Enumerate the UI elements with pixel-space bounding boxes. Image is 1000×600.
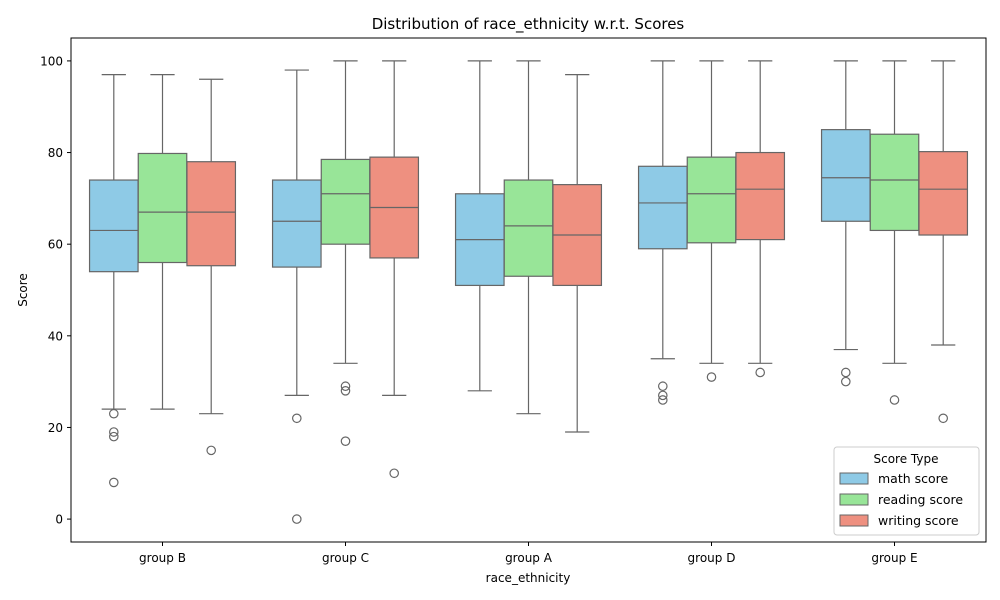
box-group-D (637, 60, 688, 405)
box-group-D (686, 60, 737, 382)
box-iqr (88, 179, 139, 273)
box-iqr (637, 165, 688, 250)
box-group-C (320, 60, 371, 446)
box-group-B (186, 78, 237, 456)
box-group-E (869, 60, 920, 405)
series-reading-score (137, 60, 920, 446)
series-writing-score (186, 60, 969, 479)
legend: Score Type math score reading score writin… (833, 446, 980, 536)
outlier-point (706, 372, 717, 382)
box-group-E (918, 60, 969, 424)
box-iqr (869, 133, 920, 232)
outlier-point (109, 408, 119, 419)
chart-title: Distribution of race_ethnicity w.r.t. Sc… (372, 15, 685, 34)
outlier-point (840, 376, 851, 387)
outlier-point (340, 381, 351, 392)
legend-title: Score Type (874, 452, 939, 466)
box-iqr (686, 156, 737, 244)
x-axis-label: race_ethnicity (486, 571, 571, 585)
box-group-A (552, 74, 603, 433)
x-tick-label: group E (871, 551, 917, 565)
legend-label: reading score (878, 492, 963, 507)
x-tick-label: group B (139, 551, 186, 565)
y-tick-label: 40 (48, 329, 63, 343)
box-group-B (88, 74, 139, 488)
box-iqr (820, 129, 871, 222)
y-axis: 0 20 40 60 80 100 (40, 54, 71, 527)
outlier-point (206, 445, 216, 456)
box-iqr (271, 179, 322, 268)
outlier-point (109, 431, 119, 442)
outlier-point (657, 395, 668, 405)
legend-swatch (839, 493, 869, 506)
legend-swatch (839, 472, 869, 485)
x-tick-label: group D (688, 551, 736, 565)
box-iqr (503, 179, 554, 277)
y-tick-label: 0 (55, 513, 63, 527)
box-group-D (735, 60, 786, 378)
x-tick-label: group C (322, 551, 369, 565)
outlier-point (657, 390, 668, 401)
box-iqr (320, 158, 371, 245)
outlier-point (840, 367, 851, 378)
y-tick-label: 80 (48, 146, 63, 160)
outlier-point (389, 468, 399, 479)
outlier-point (755, 367, 765, 378)
y-tick-label: 100 (40, 54, 63, 68)
outlier-point (109, 477, 119, 488)
box-iqr (735, 151, 786, 241)
box-group-C (369, 60, 420, 479)
box-iqr (137, 152, 188, 264)
outlier-point (340, 436, 351, 446)
series-math-score (88, 60, 871, 524)
box-group-E (820, 60, 871, 387)
outlier-point (291, 413, 302, 424)
y-tick-label: 20 (48, 421, 63, 435)
outlier-point (657, 381, 668, 392)
y-axis-label: Score (16, 273, 30, 307)
box-series-group (88, 60, 969, 524)
outlier-point (889, 395, 900, 405)
box-iqr (918, 151, 969, 236)
box-group-A (454, 60, 505, 392)
x-axis: group B group C group A group D group E (139, 542, 918, 565)
y-tick-label: 60 (48, 238, 63, 252)
outlier-point (109, 427, 119, 437)
legend-label: math score (878, 471, 949, 486)
legend-label: writing score (878, 513, 959, 528)
box-group-A (503, 60, 554, 415)
legend-swatch (839, 514, 869, 527)
outlier-point (291, 514, 302, 524)
x-tick-label: group A (505, 551, 553, 565)
box-group-C (271, 69, 322, 524)
outlier-point (340, 385, 351, 396)
outlier-point (938, 413, 948, 424)
box-iqr (186, 161, 237, 267)
box-group-B (137, 74, 188, 410)
legend-frame (833, 446, 980, 536)
